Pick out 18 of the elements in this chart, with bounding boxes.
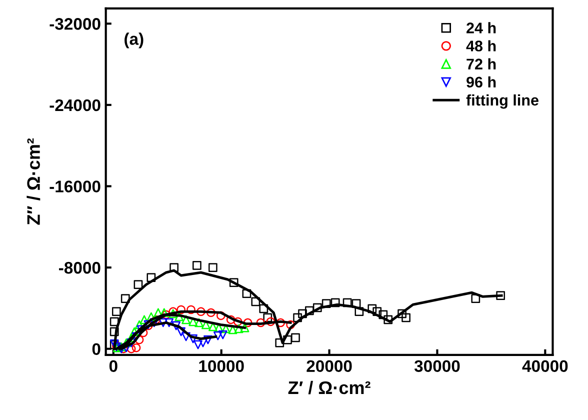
- x-tick-label: 40000: [522, 360, 568, 372]
- legend-label: fitting line: [466, 94, 538, 109]
- x-tick-label: 10000: [199, 360, 244, 372]
- y-tick-label: -24000: [50, 99, 100, 112]
- x-tick-label: 20000: [306, 360, 352, 372]
- legend-label: 72 h: [466, 58, 496, 70]
- legend-label: 48 h: [466, 40, 496, 52]
- y-tick-label: -32000: [50, 18, 100, 30]
- y-axis-title: Z″ / Ω·cm²: [26, 138, 40, 225]
- x-tick-label: 0: [109, 360, 118, 372]
- x-tick-label: 30000: [414, 360, 460, 372]
- y-tick-label: 0: [92, 343, 100, 356]
- legend-label: 24 h: [466, 22, 496, 34]
- y-tick-label: -8000: [59, 262, 100, 274]
- annotation: (a): [124, 32, 144, 48]
- y-tick-label: -16000: [50, 180, 100, 192]
- x-axis-title: Z′ / Ω·cm²: [288, 380, 370, 394]
- legend-label: 96 h: [466, 76, 496, 88]
